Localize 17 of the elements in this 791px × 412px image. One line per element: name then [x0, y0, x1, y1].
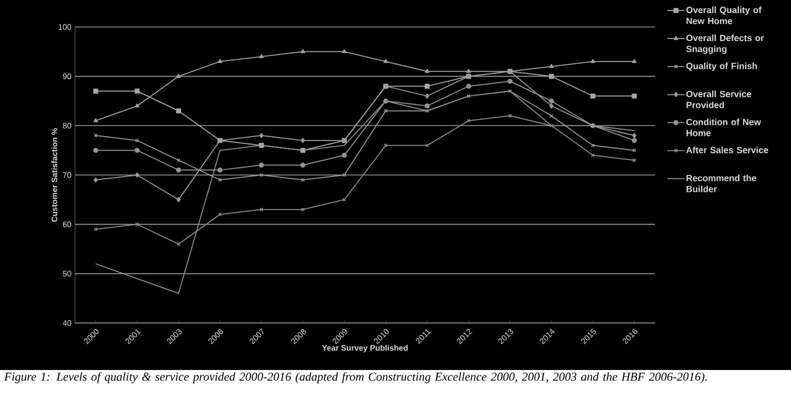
- legend-label: Recommend the Builder: [686, 174, 756, 192]
- y-tick-label: 90: [62, 74, 72, 80]
- legend-label: Overall Quality of New Home: [686, 6, 762, 24]
- y-tick-label: 60: [62, 222, 72, 228]
- y-tick-label: 100: [58, 24, 72, 30]
- y-tick-label: 80: [62, 122, 72, 128]
- y-tick-label: 70: [62, 172, 72, 178]
- legend-label: Quality of Finish: [686, 62, 757, 71]
- y-tick-label: 40: [62, 320, 72, 326]
- legend-label: Overall Service Provided: [686, 90, 752, 108]
- legend-label: Overall Defects or Snagging: [686, 34, 764, 54]
- x-axis-title: Year Survey Published: [322, 344, 408, 352]
- caption: Figure 1: Levels of quality & service provided 2000-2016 (adapted from Constructing Excellence 2000, 2001, 2003 and the HBF 2006-2016).: [4, 372, 707, 384]
- legend-label: After Sales Service: [686, 146, 768, 154]
- y-tick-label: 50: [62, 270, 72, 276]
- legend-label: Condition of New Home: [686, 118, 761, 136]
- y-axis-title: Customer Satisfaction %: [51, 128, 58, 222]
